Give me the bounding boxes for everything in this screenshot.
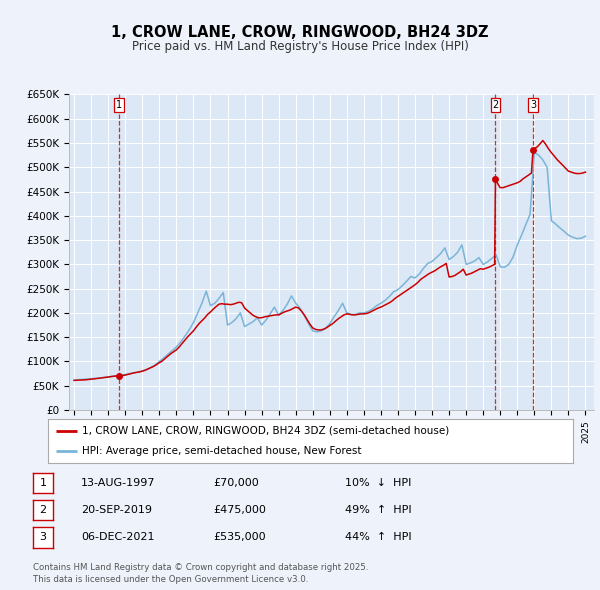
Text: 1, CROW LANE, CROW, RINGWOOD, BH24 3DZ: 1, CROW LANE, CROW, RINGWOOD, BH24 3DZ [111,25,489,40]
Text: HPI: Average price, semi-detached house, New Forest: HPI: Average price, semi-detached house,… [82,446,362,456]
Text: 2: 2 [493,100,499,110]
Text: Price paid vs. HM Land Registry's House Price Index (HPI): Price paid vs. HM Land Registry's House … [131,40,469,53]
Text: 10%  ↓  HPI: 10% ↓ HPI [345,478,412,488]
Text: 20-SEP-2019: 20-SEP-2019 [81,506,152,515]
Text: 06-DEC-2021: 06-DEC-2021 [81,533,155,542]
Text: £535,000: £535,000 [213,533,266,542]
Text: 1, CROW LANE, CROW, RINGWOOD, BH24 3DZ (semi-detached house): 1, CROW LANE, CROW, RINGWOOD, BH24 3DZ (… [82,426,449,436]
Text: 1: 1 [40,478,46,488]
Text: £475,000: £475,000 [213,506,266,515]
Text: 44%  ↑  HPI: 44% ↑ HPI [345,533,412,542]
Text: 1: 1 [116,100,122,110]
Text: 3: 3 [530,100,536,110]
Text: 2: 2 [40,506,46,515]
Text: 3: 3 [40,533,46,542]
Text: 49%  ↑  HPI: 49% ↑ HPI [345,506,412,515]
Text: £70,000: £70,000 [213,478,259,488]
Text: 13-AUG-1997: 13-AUG-1997 [81,478,155,488]
Text: Contains HM Land Registry data © Crown copyright and database right 2025.
This d: Contains HM Land Registry data © Crown c… [33,563,368,584]
